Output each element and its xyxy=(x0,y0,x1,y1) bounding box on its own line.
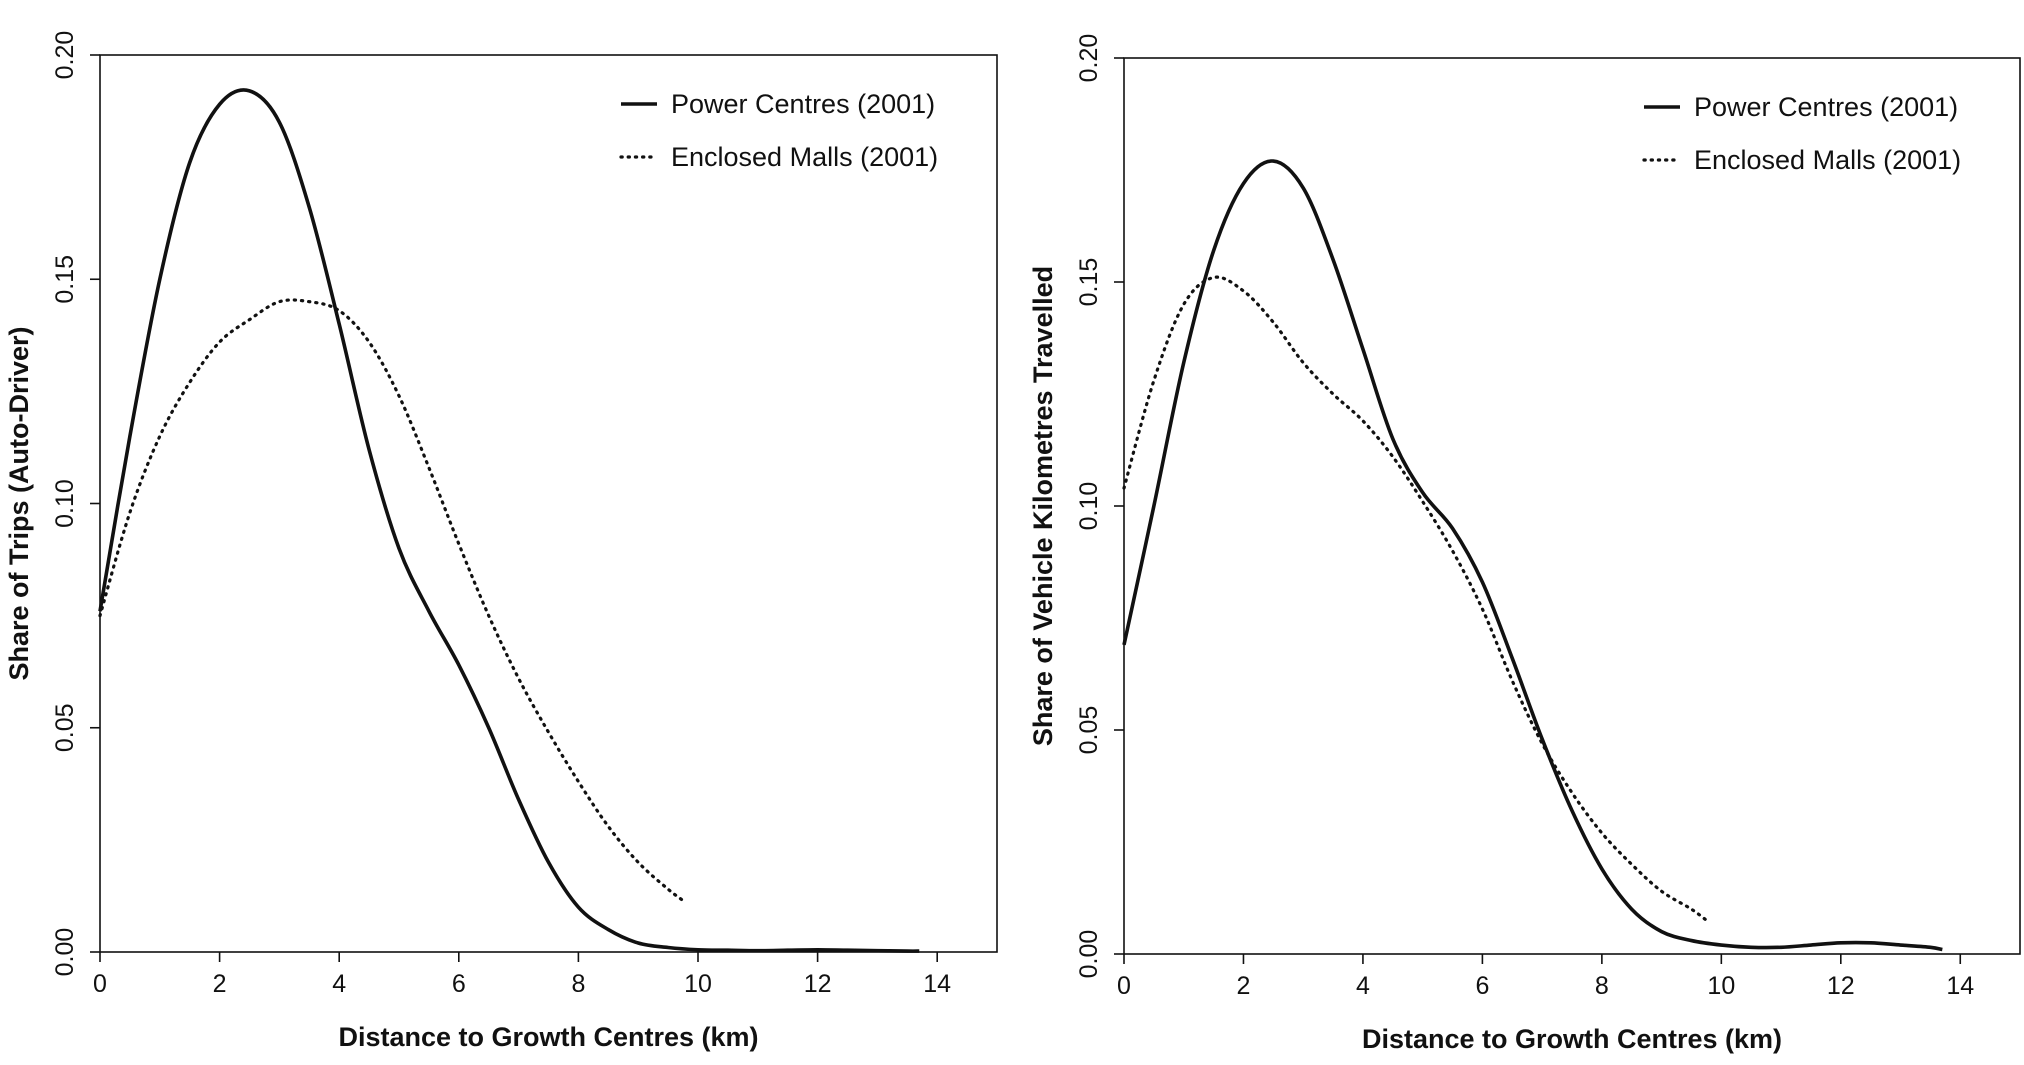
legend-label: Enclosed Malls (2001) xyxy=(671,142,938,172)
y-axis-title: Share of Trips (Auto-Driver) xyxy=(4,326,34,680)
y-tick-label: 0.05 xyxy=(1075,706,1103,755)
y-tick-label: 0.10 xyxy=(51,479,79,528)
y-tick-label: 0.15 xyxy=(51,255,79,304)
y-tick-label: 0.10 xyxy=(1075,482,1103,531)
x-axis-title: Distance to Growth Centres (km) xyxy=(1362,1024,1782,1054)
y-axis-title: Share of Vehicle Kilometres Travelled xyxy=(1028,266,1058,746)
legend: Power Centres (2001) Enclosed Malls (2001… xyxy=(1642,92,1961,175)
y-tick-label: 0.00 xyxy=(1075,930,1103,979)
series-line-power-centres xyxy=(98,88,920,953)
x-axis-title: Distance to Growth Centres (km) xyxy=(338,1022,758,1052)
x-tick-label: 4 xyxy=(332,970,346,998)
y-tick-label: 0.20 xyxy=(1075,34,1103,83)
y-tick-label: 0.05 xyxy=(51,703,79,752)
x-tick-label: 14 xyxy=(923,970,951,998)
x-tick-label: 8 xyxy=(571,970,585,998)
x-tick-label: 2 xyxy=(1237,972,1251,1000)
y-tick-label: 0.15 xyxy=(1075,258,1103,307)
y-tick-label: 0.00 xyxy=(51,928,79,977)
x-tick-label: 0 xyxy=(1117,972,1131,1000)
legend-label: Power Centres (2001) xyxy=(1694,92,1958,122)
plot-frame xyxy=(99,54,998,953)
x-tick-label: 10 xyxy=(684,970,712,998)
legend-label: Enclosed Malls (2001) xyxy=(1694,145,1961,175)
x-tick-label: 6 xyxy=(1475,972,1489,1000)
x-tick-label: 10 xyxy=(1707,972,1735,1000)
chart-panel-1: 0 2 4 6 8 10 12 14 0.00 0.05 0.10 0.15 0.20 Distance … xyxy=(4,31,998,1052)
x-tick-label: 12 xyxy=(1827,972,1855,1000)
y-tick-label: 0.20 xyxy=(51,31,79,80)
x-tick-label: 0 xyxy=(93,970,107,998)
x-tick-label: 8 xyxy=(1595,972,1609,1000)
chart-panel-2: 0 2 4 6 8 10 12 14 0.00 0.05 0.10 0.15 0.20 Distance … xyxy=(1028,34,2021,1054)
series-line-enclosed-malls xyxy=(98,298,688,905)
x-tick-label: 4 xyxy=(1356,972,1370,1000)
x-tick-label: 6 xyxy=(452,970,466,998)
x-tick-label: 12 xyxy=(804,970,832,998)
series-line-power-centres xyxy=(1122,159,1943,952)
series-line-enclosed-malls xyxy=(1122,275,1711,925)
x-tick-label: 2 xyxy=(213,970,227,998)
plot-frame xyxy=(1123,57,2021,955)
x-tick-label: 14 xyxy=(1946,972,1974,1000)
legend-label: Power Centres (2001) xyxy=(671,89,935,119)
legend: Power Centres (2001) Enclosed Malls (2001… xyxy=(619,89,938,172)
